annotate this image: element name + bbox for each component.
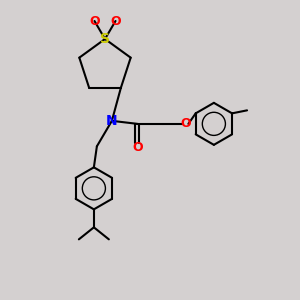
Text: O: O xyxy=(180,117,191,130)
Text: N: N xyxy=(106,114,118,128)
Text: O: O xyxy=(89,14,100,28)
Text: S: S xyxy=(100,32,110,46)
Text: O: O xyxy=(132,141,143,154)
Text: O: O xyxy=(110,14,121,28)
